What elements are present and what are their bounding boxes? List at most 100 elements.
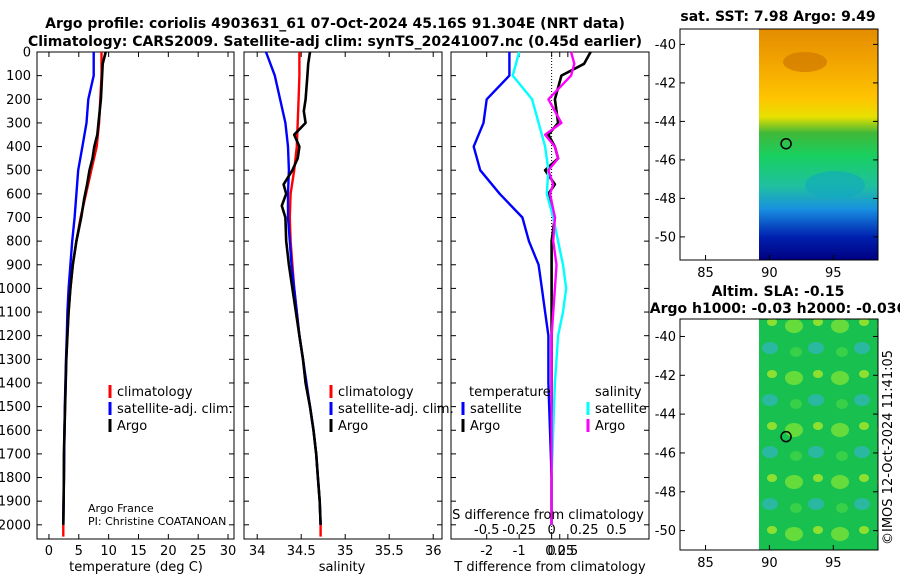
sla-profile-marker: [780, 430, 792, 443]
salinity-legend: climatology satellite-adj. clim. Argo: [329, 385, 454, 434]
depth-tick-label: 1700: [0, 447, 31, 462]
salinity-xlabel: salinity: [319, 560, 366, 575]
depth-tick-label: 800: [6, 235, 31, 250]
depth-tick-label: 1200: [0, 329, 31, 344]
x-tick-label: 0.25: [545, 544, 574, 559]
x-tick-label: -1: [513, 544, 526, 559]
x-tick-label: 20: [160, 544, 177, 559]
x-tick-label: 30: [220, 544, 237, 559]
depth-tick-label: 1800: [0, 471, 31, 486]
temperature-series: [62, 51, 107, 537]
map-lat-label: -50: [655, 524, 676, 539]
sst-map-border: [679, 28, 879, 261]
sst-map-axes: -40 -42 -44 -46 -48 -50 85 90 95: [655, 38, 878, 281]
map-lon-label: 85: [697, 266, 714, 281]
depth-tick-label: 900: [6, 258, 31, 273]
difference-top-xlabel: S difference from climatology: [452, 508, 644, 523]
legend-s-satellite: satellite: [595, 402, 647, 417]
temperature-legend: climatology satellite-adj. clim. Argo: [108, 385, 233, 434]
legend-t-argo: Argo: [470, 419, 500, 434]
depth-tick-label: 1600: [0, 424, 31, 439]
secondary-x-tick-label: -0.5: [474, 523, 499, 538]
sla-map-axes: -40 -42 -44 -46 -48 -50 85 90 95: [655, 330, 878, 571]
credit-org: Argo France: [88, 502, 154, 515]
depth-tick-label: 700: [6, 211, 31, 226]
temperature-panel: [36, 51, 235, 540]
sla-map-title-1: Altim. SLA: -0.15: [712, 284, 845, 300]
salinity-panel: [243, 51, 443, 540]
legend-satellite: satellite-adj. clim.: [117, 402, 233, 417]
depth-tick-label: 1300: [0, 353, 31, 368]
legend-t-satellite: satellite: [470, 402, 522, 417]
legend-temperature-header: temperature: [469, 385, 551, 400]
depth-tick-label: 500: [6, 164, 31, 179]
map-lon-label: 90: [761, 556, 778, 571]
x-tick-label: 15: [130, 544, 147, 559]
series-argo: [62, 51, 107, 525]
map-lat-label: -44: [655, 115, 676, 130]
depth-tick-label: 1000: [0, 282, 31, 297]
map-lat-label: -44: [655, 408, 676, 423]
salinity-series: [264, 51, 322, 537]
difference-series: [472, 51, 592, 525]
secondary-x-tick-label: 0.5: [606, 523, 627, 538]
x-tick-label: 25: [190, 544, 207, 559]
x-tick-label: 34.5: [287, 544, 316, 559]
title-line-2: Climatology: CARS2009. Satellite-adj cli…: [28, 34, 642, 50]
legend-climatology: climatology: [117, 385, 193, 400]
map-lon-label: 95: [825, 266, 842, 281]
x-tick-label: 0.5: [558, 544, 579, 559]
sst-profile-marker: [780, 137, 792, 150]
x-tick-label: 10: [100, 544, 117, 559]
depth-tick-label: 1500: [0, 400, 31, 415]
depth-tick-label: 400: [6, 140, 31, 155]
x-tick-label: 5: [75, 544, 83, 559]
depth-tick-label: 1900: [0, 495, 31, 510]
depth-tick-label: 0: [23, 46, 31, 61]
x-tick-label: 35.5: [375, 544, 404, 559]
difference-secondary-x-axis: -0.5 -0.25 0 0.25 0.5: [474, 523, 627, 538]
credit-pi: PI: Christine COATANOAN: [88, 515, 226, 528]
map-lat-label: -48: [655, 192, 676, 207]
timestamp: ©IMOS 12-Oct-2024 11:41:05: [881, 350, 896, 545]
legend-salinity-header: salinity: [595, 385, 642, 400]
series-satellite-adj-clim-: [62, 52, 95, 525]
depth-tick-label: 1400: [0, 376, 31, 391]
x-tick-label: 34: [249, 544, 266, 559]
sla-map-title-2: Argo h1000: -0.03 h2000: -0.036: [650, 301, 900, 317]
legend-climatology: climatology: [338, 385, 414, 400]
depth-tick-label: 100: [6, 69, 31, 84]
map-lat-label: -40: [655, 330, 676, 345]
secondary-x-tick-label: -0.25: [502, 523, 536, 538]
x-tick-label: -2: [480, 544, 493, 559]
map-lat-label: -46: [655, 153, 676, 168]
secondary-x-tick-label: 0.25: [570, 523, 599, 538]
temperature-x-axis: 0 5 10 15 20 25 30: [45, 52, 237, 559]
salinity-x-axis: 34 34.5 35 35.5 36: [249, 52, 442, 559]
map-lat-label: -50: [655, 230, 676, 245]
map-lon-label: 85: [697, 556, 714, 571]
difference-xlabel: T difference from climatology: [453, 560, 646, 575]
legend-satellite: satellite-adj. clim.: [338, 402, 454, 417]
x-tick-label: 0: [547, 544, 555, 559]
title-line-1: Argo profile: coriolis 4903631_61 07-Oct…: [45, 16, 625, 32]
map-lon-label: 90: [761, 266, 778, 281]
secondary-x-tick-label: 0: [547, 523, 555, 538]
sla-map-border: [679, 318, 879, 551]
map-lat-label: -42: [655, 76, 676, 91]
map-lat-label: -46: [655, 446, 676, 461]
difference-legend: temperature satellite Argo salinity sate…: [461, 385, 647, 434]
series-t-satellite: [472, 52, 553, 525]
sst-cool-patch: [805, 171, 865, 199]
legend-s-argo: Argo: [595, 419, 625, 434]
x-tick-label: 0: [45, 544, 53, 559]
difference-x-axis: -2 -1 00.250.5: [480, 52, 578, 559]
legend-argo: Argo: [117, 419, 147, 434]
map-lat-label: -42: [655, 369, 676, 384]
x-tick-label: 36: [425, 544, 442, 559]
temperature-xlabel: temperature (deg C): [69, 560, 203, 575]
depth-tick-label: 600: [6, 187, 31, 202]
sla-map-field: [759, 319, 878, 550]
series-argo: [280, 51, 322, 525]
